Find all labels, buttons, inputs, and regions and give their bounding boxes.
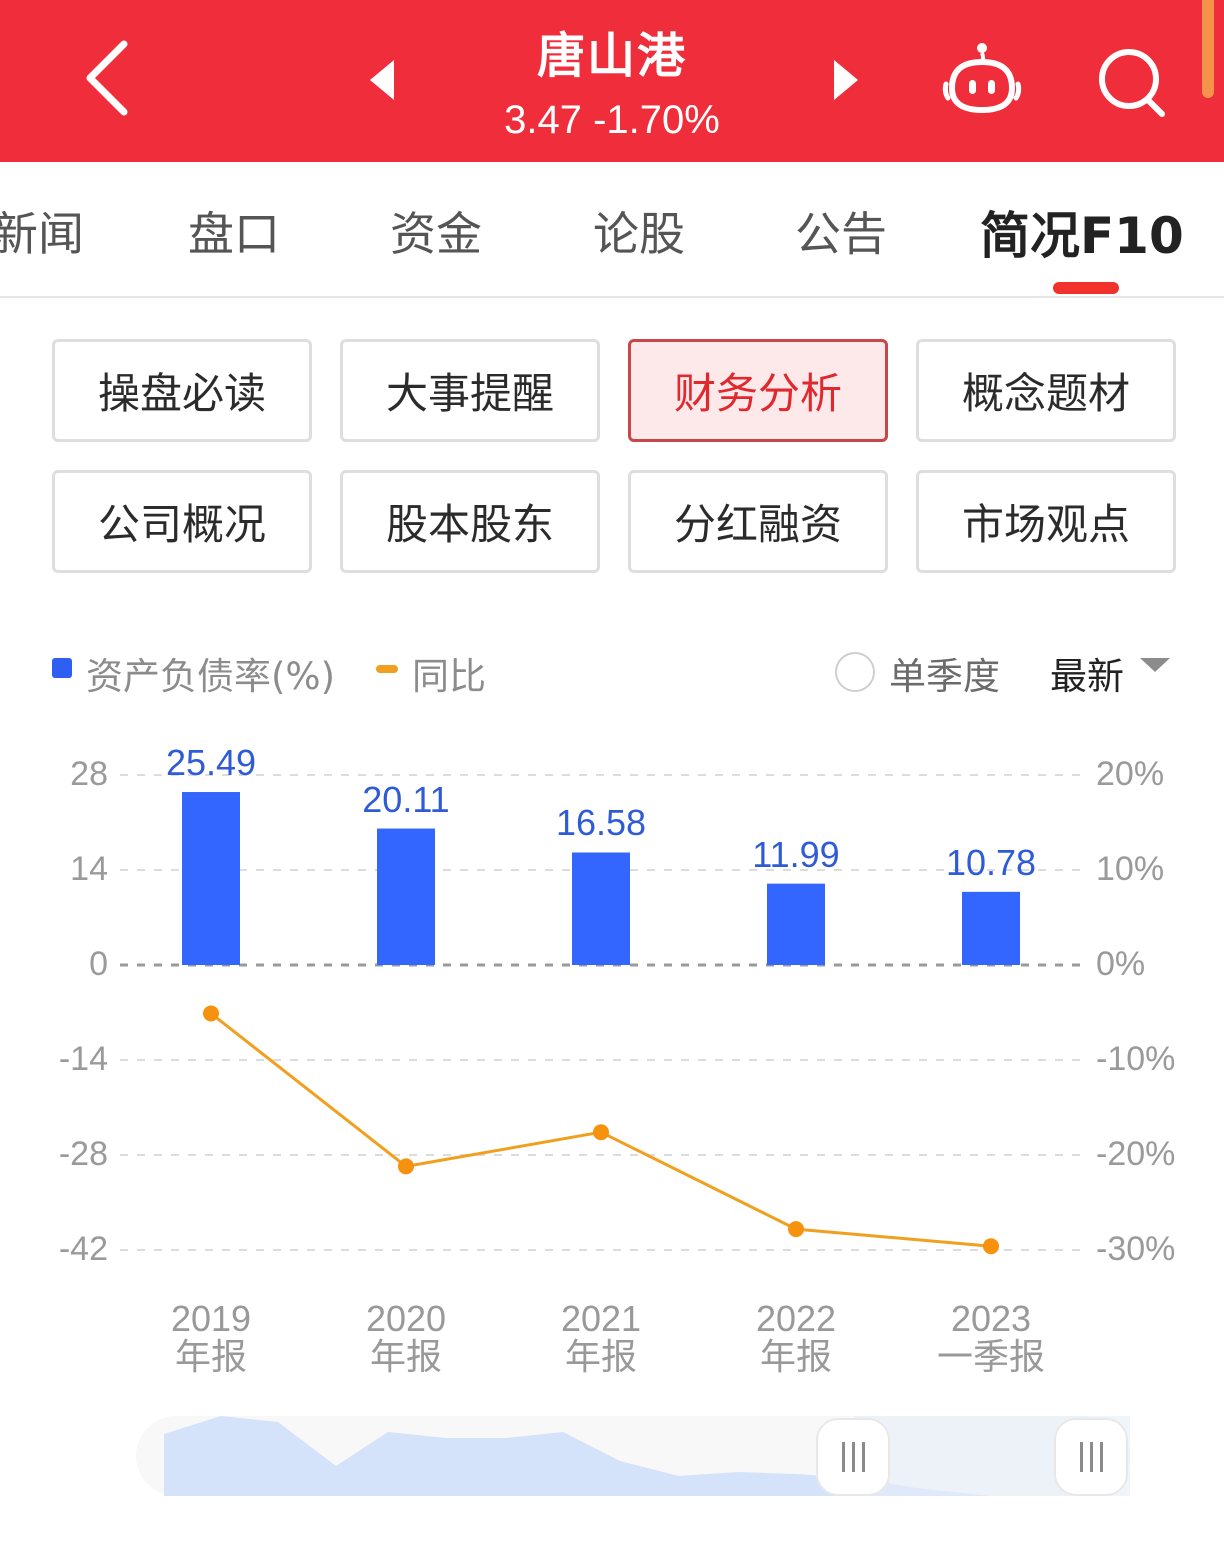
yoy-point[interactable] [593, 1124, 609, 1141]
debt-ratio-chart: 28 20% 14 10% 0 0% -14 -10% -28 -20% -42 -30% 25.49 2… [0, 720, 1224, 1400]
stock-quote: 3.47 -1.70% [504, 98, 720, 142]
period-select[interactable]: 最新 [1050, 655, 1124, 698]
prev-stock-button[interactable] [366, 58, 398, 102]
x-axis-label: 2019 年报 [170, 1298, 252, 1377]
legend-line-label[interactable]: 同比 [412, 655, 486, 698]
right-axis-tick: 0% [1096, 945, 1146, 983]
left-axis-tick: -28 [58, 1135, 108, 1173]
section-must-read-button[interactable]: 操盘必读 [52, 339, 312, 442]
right-axis-tick: -20% [1096, 1135, 1176, 1173]
yoy-point[interactable] [788, 1221, 804, 1238]
bar[interactable] [962, 891, 1020, 965]
search-icon [1099, 49, 1165, 117]
tab-funds[interactable]: 资金 [390, 207, 482, 261]
tab-f10-profile[interactable]: 简况F10 [980, 207, 1184, 265]
edge-scroll-indicator [1202, 0, 1214, 98]
legend-bar-label[interactable]: 资产负债率(%) [86, 655, 336, 698]
x-axis-label: 2023 一季报 [936, 1298, 1045, 1377]
section-financial-analysis-button[interactable]: 财务分析 [628, 339, 888, 442]
left-axis-tick: -14 [58, 1040, 108, 1078]
data-zoom-slider[interactable] [136, 1416, 1130, 1496]
back-chevron-icon [86, 40, 128, 116]
right-axis-tick: 20% [1096, 755, 1165, 793]
next-stock-triangle-icon [834, 60, 858, 100]
x-axis-label: 2021 年报 [560, 1298, 642, 1377]
section-dividends-button[interactable]: 分红融资 [628, 470, 888, 573]
robot-assistant-button[interactable] [938, 40, 1026, 120]
bar-value-label: 10.78 [945, 841, 1037, 883]
active-tab-indicator [1053, 282, 1119, 294]
x-axis-label: 2022 年报 [755, 1298, 837, 1377]
left-axis-tick: 14 [70, 850, 108, 888]
tab-discussion[interactable]: 论股 [593, 207, 685, 261]
left-axis-tick: 28 [70, 755, 108, 793]
legend-line-swatch [376, 665, 398, 673]
section-shareholders-button[interactable]: 股本股东 [340, 470, 600, 573]
left-axis-tick: -42 [58, 1230, 108, 1268]
yoy-point[interactable] [203, 1005, 219, 1022]
single-quarter-label[interactable]: 单季度 [889, 655, 1000, 698]
prev-stock-triangle-icon [370, 60, 394, 100]
x-axis-label: 2020 年报 [365, 1298, 447, 1377]
top-tab-bar: 新闻 盘口 资金 论股 公告 简况F10 [0, 162, 1224, 298]
bar[interactable] [377, 828, 435, 965]
slider-start-handle[interactable] [816, 1418, 890, 1496]
tab-announcements[interactable]: 公告 [795, 207, 887, 261]
right-axis-tick: -10% [1096, 1040, 1176, 1078]
search-button[interactable] [1094, 44, 1170, 120]
left-axis-tick: 0 [89, 945, 108, 983]
right-axis-tick: -30% [1096, 1230, 1176, 1268]
tab-order-book[interactable]: 盘口 [188, 207, 280, 261]
stock-header: 唐山港 3.47 -1.70% [0, 0, 1224, 162]
bar-value-label: 11.99 [752, 833, 840, 875]
bar[interactable] [767, 883, 825, 965]
robot-assistant-icon [942, 43, 1022, 114]
back-button[interactable] [80, 38, 140, 118]
section-events-button[interactable]: 大事提醒 [340, 339, 600, 442]
bar-value-label: 16.58 [555, 802, 647, 844]
bar[interactable] [572, 852, 630, 965]
chart-plot-area [120, 774, 1080, 1255]
tab-news[interactable]: 新闻 [0, 207, 84, 261]
next-stock-button[interactable] [830, 58, 862, 102]
yoy-point[interactable] [398, 1158, 414, 1175]
single-quarter-radio[interactable] [835, 652, 875, 692]
section-company-overview-button[interactable]: 公司概况 [52, 470, 312, 573]
bar-value-label: 20.11 [362, 778, 450, 820]
slider-end-handle[interactable] [1054, 1418, 1128, 1496]
section-market-views-button[interactable]: 市场观点 [916, 470, 1176, 573]
bar[interactable] [182, 792, 240, 965]
right-axis-tick: 10% [1096, 850, 1165, 888]
stock-name: 唐山港 [536, 28, 687, 84]
section-concepts-button[interactable]: 概念题材 [916, 339, 1176, 442]
slider-preview-area [164, 1416, 1130, 1496]
yoy-point[interactable] [983, 1238, 999, 1255]
legend-bar-swatch [52, 658, 72, 678]
bar-value-label: 25.49 [165, 742, 257, 784]
chevron-down-icon[interactable] [1140, 658, 1170, 672]
